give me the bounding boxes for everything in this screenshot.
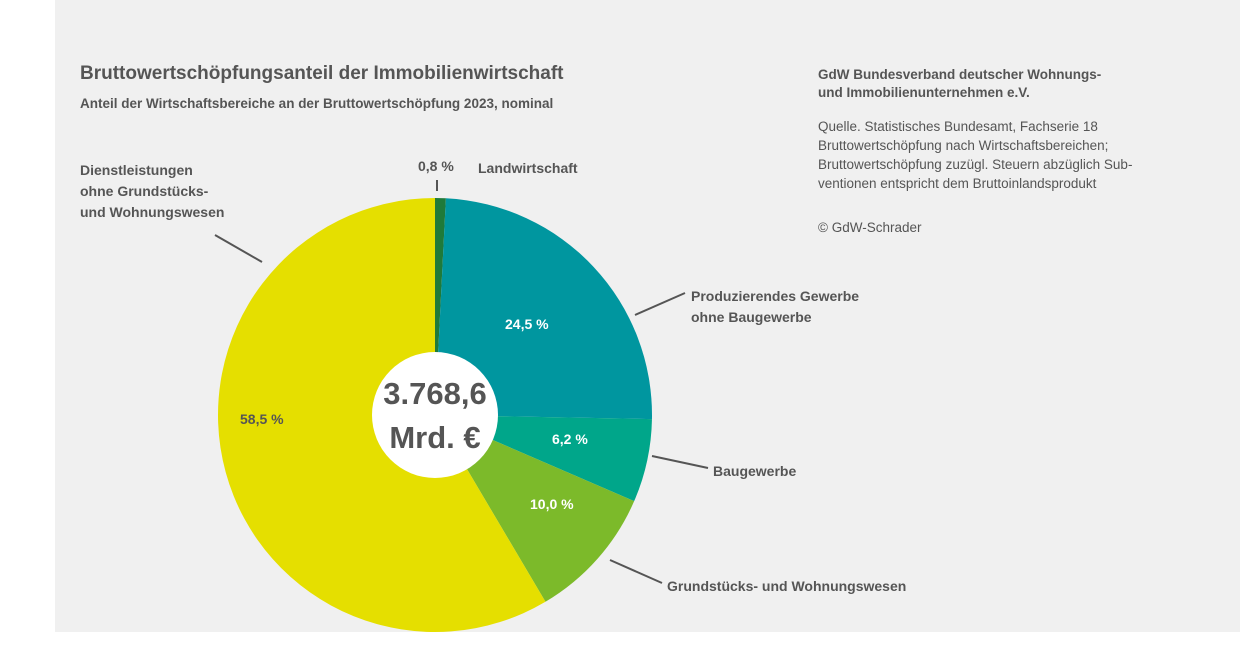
category-label: Landwirtschaft bbox=[478, 160, 578, 176]
chart-subtitle: Anteil der Wirtschaftsbereiche an der Br… bbox=[80, 96, 554, 111]
source-title: GdW Bundesverband deutscher Wohnungs- un… bbox=[818, 67, 1102, 100]
category-label: Grundstücks- und Wohnungswesen bbox=[667, 578, 907, 594]
center-hole bbox=[372, 352, 498, 478]
source-note: Quelle. Statistisches Bundesamt, Fachser… bbox=[818, 119, 1133, 191]
pie-slice bbox=[435, 198, 652, 420]
value-label: 6,2 % bbox=[552, 431, 588, 447]
category-label: Dienstleistungen ohne Grundstücks- und W… bbox=[80, 162, 225, 220]
copyright: © GdW-Schrader bbox=[818, 220, 922, 235]
chart-title: Bruttowertschöpfungsanteil der Immobilie… bbox=[80, 63, 564, 84]
value-label: 58,5 % bbox=[240, 411, 284, 427]
value-label: 10,0 % bbox=[530, 496, 574, 512]
leader-line bbox=[634, 292, 686, 316]
category-label: Produzierendes Gewerbe ohne Baugewerbe bbox=[691, 288, 860, 325]
center-unit: Mrd. € bbox=[389, 420, 481, 455]
leader-line bbox=[651, 455, 709, 469]
leader-line bbox=[609, 559, 663, 584]
category-label: Baugewerbe bbox=[713, 463, 797, 479]
pie-slice bbox=[435, 415, 635, 602]
value-label: 24,5 % bbox=[505, 316, 549, 332]
value-label: 0,8 % bbox=[418, 158, 454, 174]
center-total: 3.768,6 bbox=[383, 376, 487, 411]
leader-line bbox=[214, 234, 263, 263]
